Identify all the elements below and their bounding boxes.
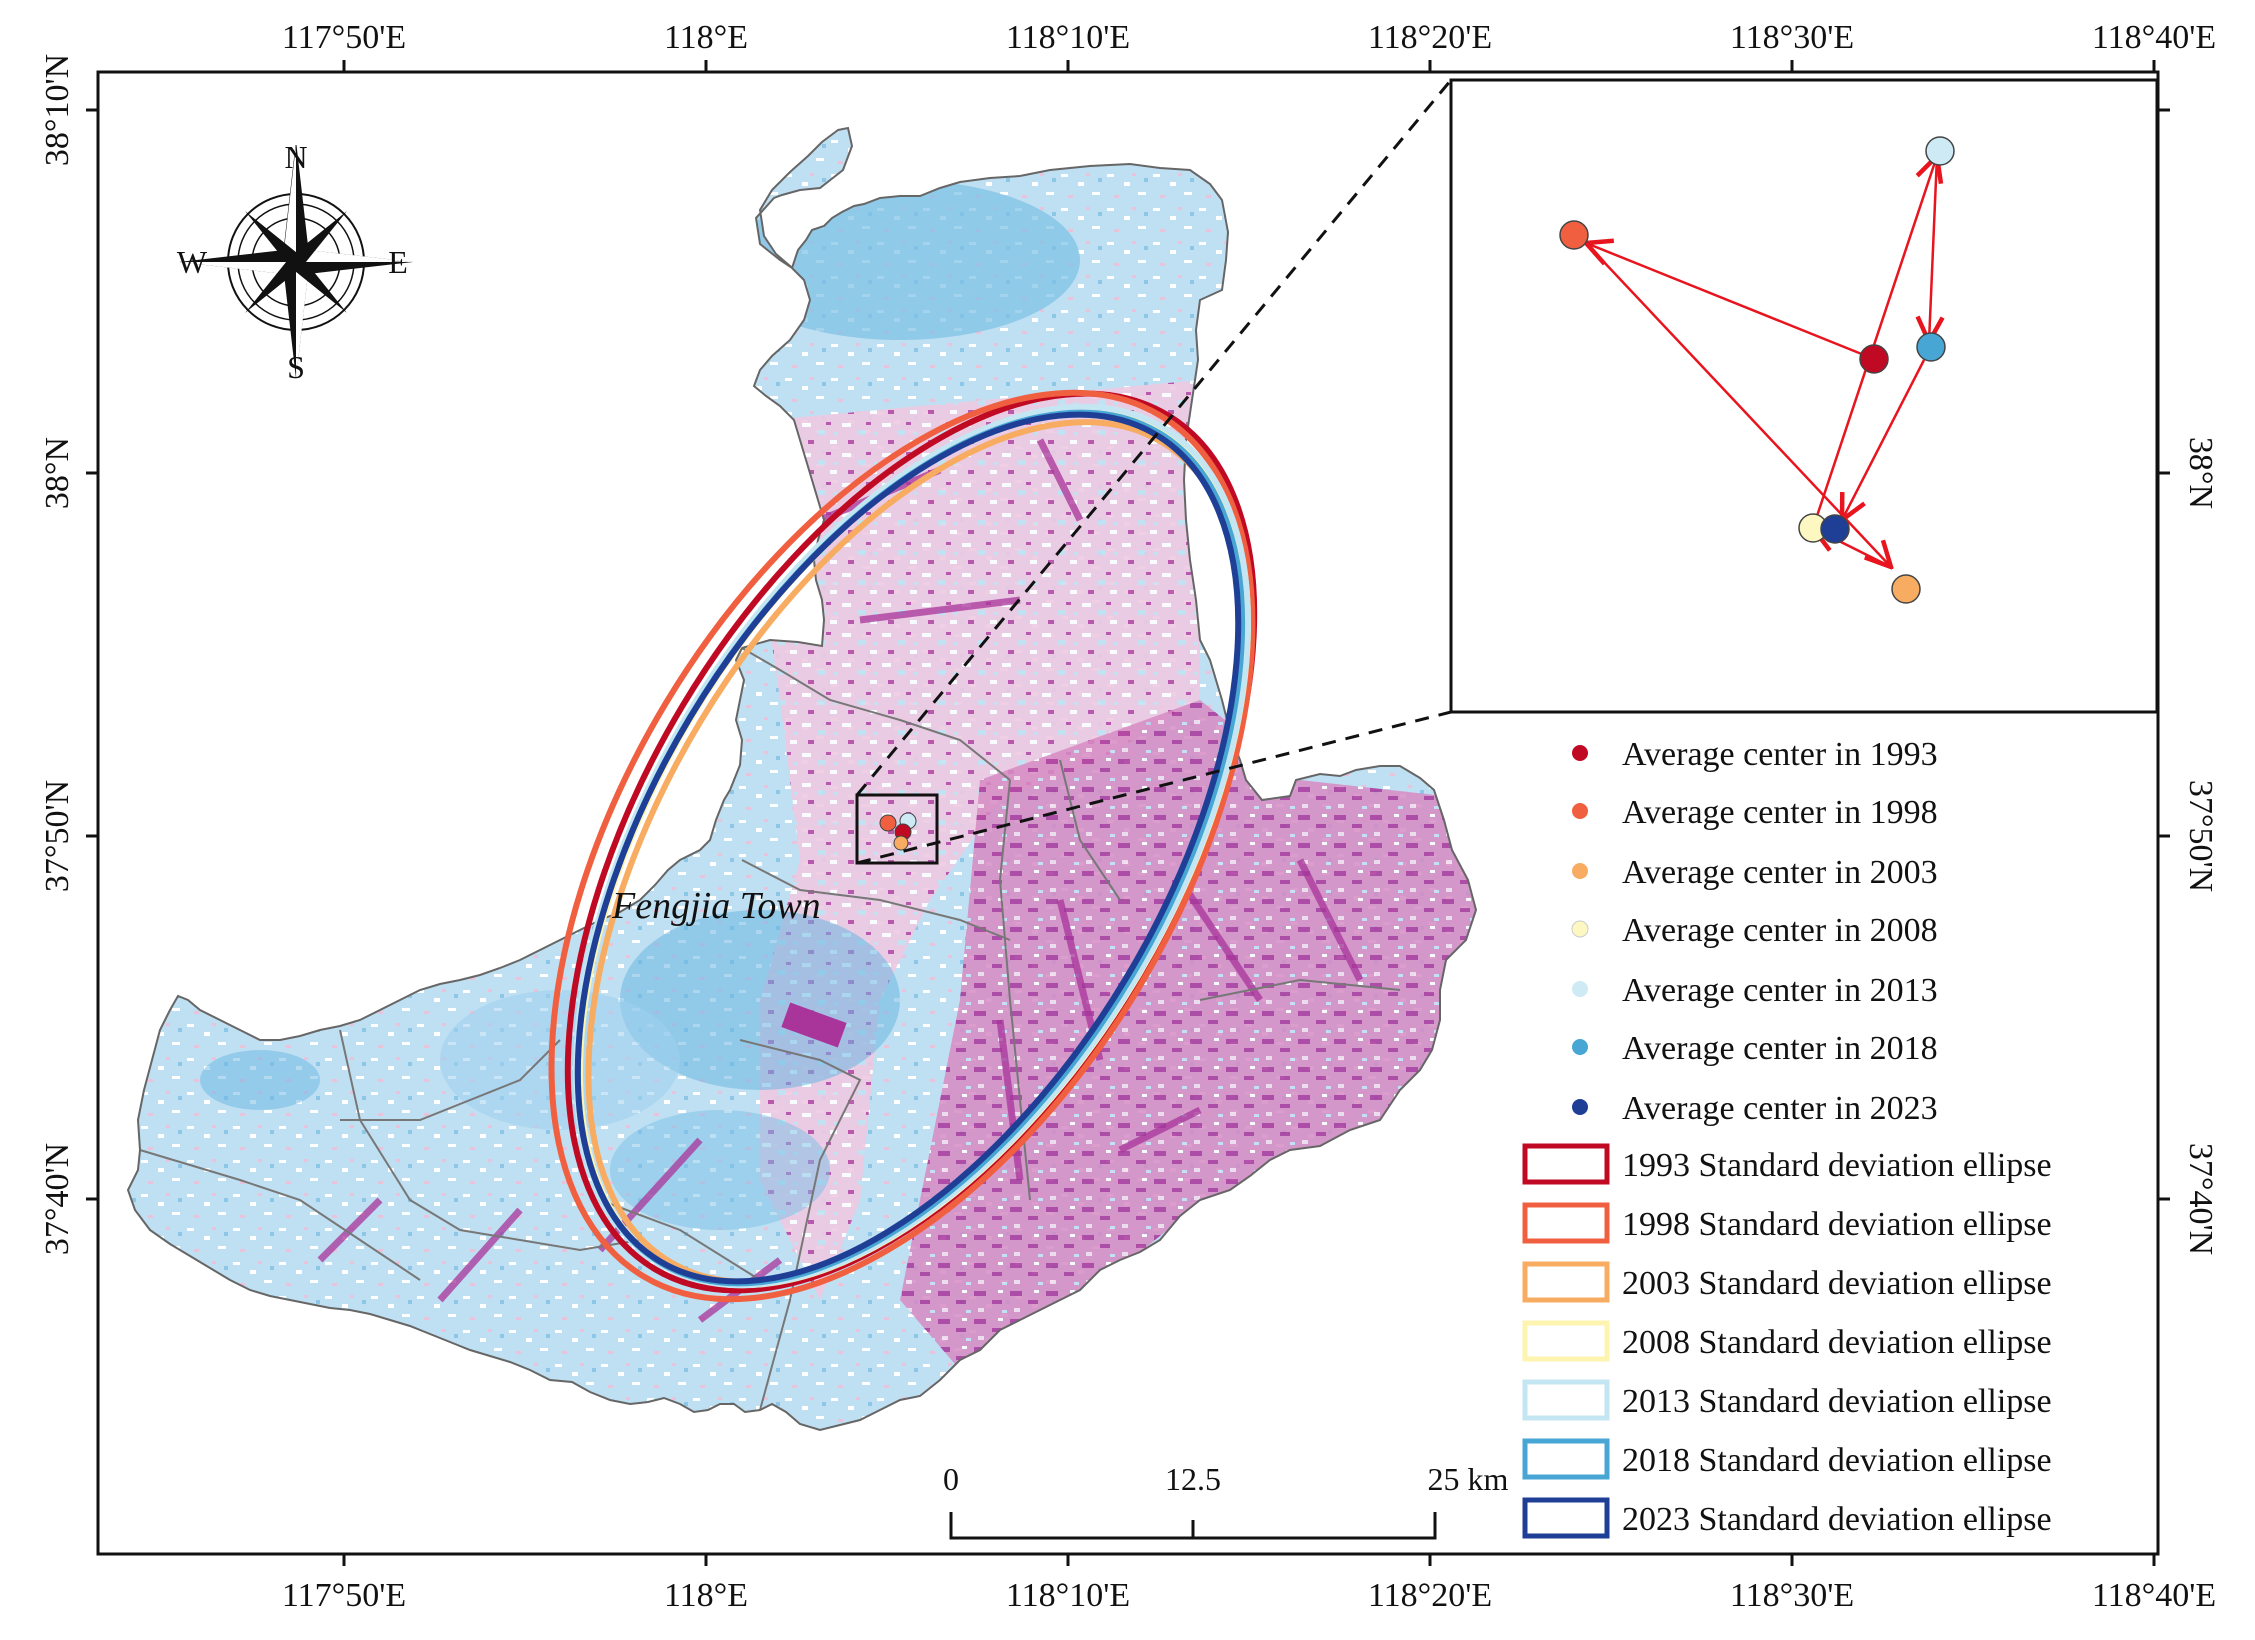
bottom-tick-label: 117°50'E — [282, 1577, 406, 1614]
legend-center-label-2023: Average center in 2023 — [1622, 1090, 1938, 1127]
right-tick-label: 37°50'N — [2182, 780, 2219, 892]
top-tick-labels: 117°50'E 118°E 118°10'E 118°20'E 118°30'… — [282, 19, 2216, 56]
compass-e-label: E — [388, 244, 408, 280]
legend-ellipse-label-2013: 2013 Standard deviation ellipse — [1622, 1383, 2052, 1420]
left-tick-label: 37°50'N — [39, 780, 76, 892]
top-tick-label: 118°E — [664, 19, 748, 56]
top-tick-label: 118°20'E — [1368, 19, 1492, 56]
legend-ellipse-label-1998: 1998 Standard deviation ellipse — [1622, 1206, 2052, 1243]
bottom-tick-label: 118°E — [664, 1577, 748, 1614]
left-tick-label: 38°10'N — [39, 54, 76, 166]
compass-n-label: N — [284, 139, 307, 175]
legend-ellipse-label-2008: 2008 Standard deviation ellipse — [1622, 1324, 2052, 1361]
legend-center-label-2013: Average center in 2013 — [1622, 972, 1938, 1009]
legend-center-label-2018: Average center in 2018 — [1622, 1030, 1938, 1067]
legend-ellipse-label-2018: 2018 Standard deviation ellipse — [1622, 1442, 2052, 1479]
center-points-main — [879, 812, 917, 851]
zoom-box — [855, 793, 939, 865]
legend-ellipses — [1522, 1143, 1610, 1539]
inset-center-1998 — [1559, 220, 1589, 250]
compass-w-label: W — [177, 244, 208, 280]
legend: Average center in 1993 Average center in… — [1522, 736, 2052, 1539]
zoom-leader-lines — [855, 79, 1453, 865]
compass-s-label: S — [287, 349, 305, 385]
bottom-tick-label: 118°20'E — [1368, 1577, 1492, 1614]
right-tick-label: 37°40'N — [2182, 1143, 2219, 1255]
legend-center-label-2003: Average center in 2003 — [1622, 854, 1938, 891]
town-label: Fengjia Town — [611, 885, 821, 927]
inset-panel — [1449, 78, 2159, 714]
bottom-tick-labels: 117°50'E 118°E 118°10'E 118°20'E 118°30'… — [282, 1577, 2216, 1614]
legend-ellipse-label-1993: 1993 Standard deviation ellipse — [1622, 1147, 2052, 1184]
top-tick-label: 118°10'E — [1006, 19, 1130, 56]
legend-center-label-1993: Average center in 1993 — [1622, 736, 1938, 773]
frame-tick-marks — [86, 60, 2170, 1566]
inset-arrows — [1586, 156, 1937, 567]
top-tick-label: 118°40'E — [2092, 19, 2216, 56]
inset-center-2018 — [1916, 332, 1946, 362]
inset-center-2013 — [1925, 136, 1955, 166]
legend-ellipse-label-2023: 2023 Standard deviation ellipse — [1622, 1501, 2052, 1538]
left-tick-label: 38°N — [39, 437, 76, 509]
scale-label-mid: 12.5 — [1165, 1461, 1221, 1497]
inset-center-1993 — [1859, 344, 1889, 374]
left-tick-label: 37°40'N — [39, 1143, 76, 1255]
legend-center-label-1998: Average center in 1998 — [1622, 794, 1938, 831]
inset-center-2023 — [1820, 514, 1850, 544]
legend-centers: Average center in 1993 Average center in… — [1571, 736, 1938, 1127]
scale-label-0: 0 — [943, 1461, 959, 1497]
bottom-tick-label: 118°10'E — [1006, 1577, 1130, 1614]
top-tick-label: 118°30'E — [1730, 19, 1854, 56]
compass-rose: N S W E — [177, 139, 413, 385]
bottom-tick-label: 118°40'E — [2092, 1577, 2216, 1614]
inset-center-2003 — [1891, 574, 1921, 604]
right-tick-labels: 38°N 37°50'N 37°40'N — [2182, 437, 2219, 1255]
ellipse-1998 — [548, 389, 1256, 1303]
top-tick-label: 117°50'E — [282, 19, 406, 56]
legend-ellipse-label-2003: 2003 Standard deviation ellipse — [1622, 1265, 2052, 1302]
right-tick-label: 38°N — [2182, 437, 2219, 509]
legend-center-label-2008: Average center in 2008 — [1622, 912, 1938, 949]
scale-bar: 0 12.5 25 km — [943, 1461, 1509, 1540]
standard-deviation-ellipses — [548, 389, 1258, 1303]
bottom-tick-label: 118°30'E — [1730, 1577, 1854, 1614]
scale-label-end: 25 km — [1428, 1461, 1509, 1497]
left-tick-labels: 38°10'N 38°N 37°50'N 37°40'N — [39, 54, 76, 1255]
